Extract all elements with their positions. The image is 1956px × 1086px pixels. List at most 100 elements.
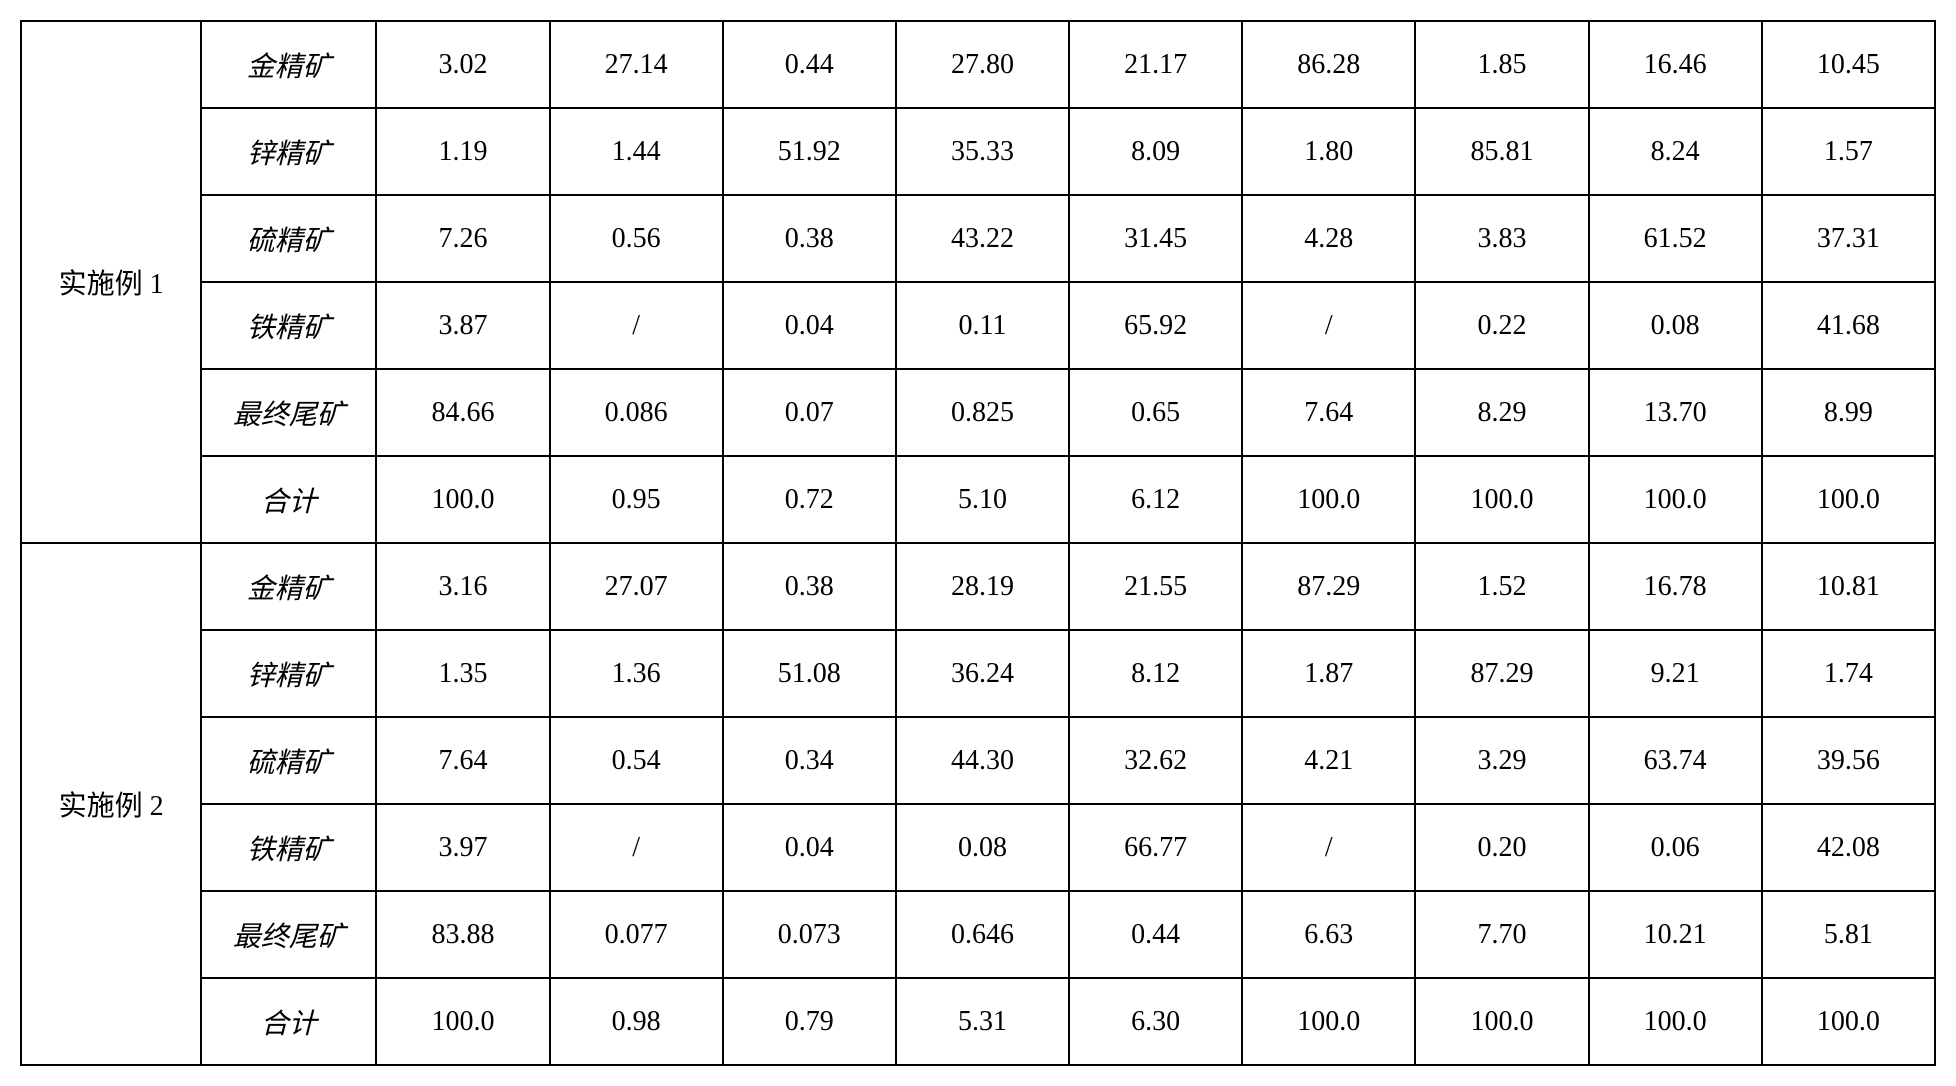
data-cell: 10.21 [1589,891,1762,978]
data-cell: 100.0 [1762,978,1935,1065]
data-cell: 1.85 [1415,21,1588,108]
data-cell: 8.99 [1762,369,1935,456]
data-cell: 16.78 [1589,543,1762,630]
data-cell: 39.56 [1762,717,1935,804]
table-body: 实施例 1 金精矿 3.02 27.14 0.44 27.80 21.17 86… [21,21,1935,1065]
data-cell: 0.79 [723,978,896,1065]
data-cell: 65.92 [1069,282,1242,369]
data-cell: / [1242,804,1415,891]
data-cell: 0.077 [550,891,723,978]
row-label: 硫精矿 [201,717,376,804]
data-cell: 1.36 [550,630,723,717]
data-cell: 3.97 [376,804,549,891]
data-cell: 85.81 [1415,108,1588,195]
data-cell: 0.56 [550,195,723,282]
data-cell: 13.70 [1589,369,1762,456]
data-cell: 100.0 [1762,456,1935,543]
data-cell: 0.04 [723,804,896,891]
data-cell: 21.17 [1069,21,1242,108]
table-row: 实施例 2 金精矿 3.16 27.07 0.38 28.19 21.55 87… [21,543,1935,630]
data-cell: 9.21 [1589,630,1762,717]
data-cell: 0.11 [896,282,1069,369]
data-cell: 0.95 [550,456,723,543]
table-row: 最终尾矿 84.66 0.086 0.07 0.825 0.65 7.64 8.… [21,369,1935,456]
data-cell: 0.825 [896,369,1069,456]
data-cell: 100.0 [1415,456,1588,543]
data-cell: 7.64 [1242,369,1415,456]
data-cell: 6.63 [1242,891,1415,978]
row-label: 最终尾矿 [201,369,376,456]
data-cell: 0.44 [1069,891,1242,978]
data-cell: 0.08 [896,804,1069,891]
data-cell: 4.28 [1242,195,1415,282]
data-cell: 32.62 [1069,717,1242,804]
row-label: 合计 [201,456,376,543]
data-cell: / [1242,282,1415,369]
data-cell: 0.38 [723,195,896,282]
row-label: 铁精矿 [201,282,376,369]
row-label: 硫精矿 [201,195,376,282]
data-cell: 0.98 [550,978,723,1065]
data-table: 实施例 1 金精矿 3.02 27.14 0.44 27.80 21.17 86… [20,20,1936,1066]
data-cell: 0.34 [723,717,896,804]
data-cell: 5.31 [896,978,1069,1065]
data-cell: 0.04 [723,282,896,369]
data-cell: 8.09 [1069,108,1242,195]
data-cell: 1.57 [1762,108,1935,195]
table-row: 最终尾矿 83.88 0.077 0.073 0.646 0.44 6.63 7… [21,891,1935,978]
data-cell: 87.29 [1415,630,1588,717]
data-cell: 0.38 [723,543,896,630]
table-row: 锌精矿 1.19 1.44 51.92 35.33 8.09 1.80 85.8… [21,108,1935,195]
data-cell: 21.55 [1069,543,1242,630]
table-row: 实施例 1 金精矿 3.02 27.14 0.44 27.80 21.17 86… [21,21,1935,108]
data-cell: 0.22 [1415,282,1588,369]
data-cell: 8.24 [1589,108,1762,195]
data-cell: 1.19 [376,108,549,195]
data-cell: 8.29 [1415,369,1588,456]
data-cell: 1.52 [1415,543,1588,630]
data-cell: 0.65 [1069,369,1242,456]
data-cell: 61.52 [1589,195,1762,282]
data-cell: 3.83 [1415,195,1588,282]
data-cell: 3.87 [376,282,549,369]
data-cell: 66.77 [1069,804,1242,891]
group-label: 实施例 2 [21,543,201,1065]
data-cell: 87.29 [1242,543,1415,630]
data-cell: 86.28 [1242,21,1415,108]
data-cell: / [550,804,723,891]
data-cell: 35.33 [896,108,1069,195]
data-cell: 0.20 [1415,804,1588,891]
data-cell: 100.0 [1415,978,1588,1065]
data-cell: 42.08 [1762,804,1935,891]
table-row: 铁精矿 3.87 / 0.04 0.11 65.92 / 0.22 0.08 4… [21,282,1935,369]
data-cell: 0.08 [1589,282,1762,369]
data-cell: 8.12 [1069,630,1242,717]
row-label: 最终尾矿 [201,891,376,978]
data-cell: 6.30 [1069,978,1242,1065]
data-cell: 1.35 [376,630,549,717]
row-label: 铁精矿 [201,804,376,891]
data-cell: 100.0 [376,456,549,543]
data-cell: 84.66 [376,369,549,456]
data-cell: 7.26 [376,195,549,282]
group-label: 实施例 1 [21,21,201,543]
data-cell: 3.29 [1415,717,1588,804]
data-cell: 10.81 [1762,543,1935,630]
row-label: 合计 [201,978,376,1065]
data-cell: 0.54 [550,717,723,804]
data-cell: 0.073 [723,891,896,978]
data-cell: 100.0 [1242,456,1415,543]
data-cell: 41.68 [1762,282,1935,369]
data-cell: 0.086 [550,369,723,456]
data-cell: 1.44 [550,108,723,195]
data-cell: 31.45 [1069,195,1242,282]
row-label: 锌精矿 [201,108,376,195]
data-cell: 37.31 [1762,195,1935,282]
data-cell: 0.44 [723,21,896,108]
data-cell: 28.19 [896,543,1069,630]
data-cell: 51.08 [723,630,896,717]
data-cell: 27.14 [550,21,723,108]
row-label: 金精矿 [201,21,376,108]
data-cell: 100.0 [1589,978,1762,1065]
data-cell: 36.24 [896,630,1069,717]
